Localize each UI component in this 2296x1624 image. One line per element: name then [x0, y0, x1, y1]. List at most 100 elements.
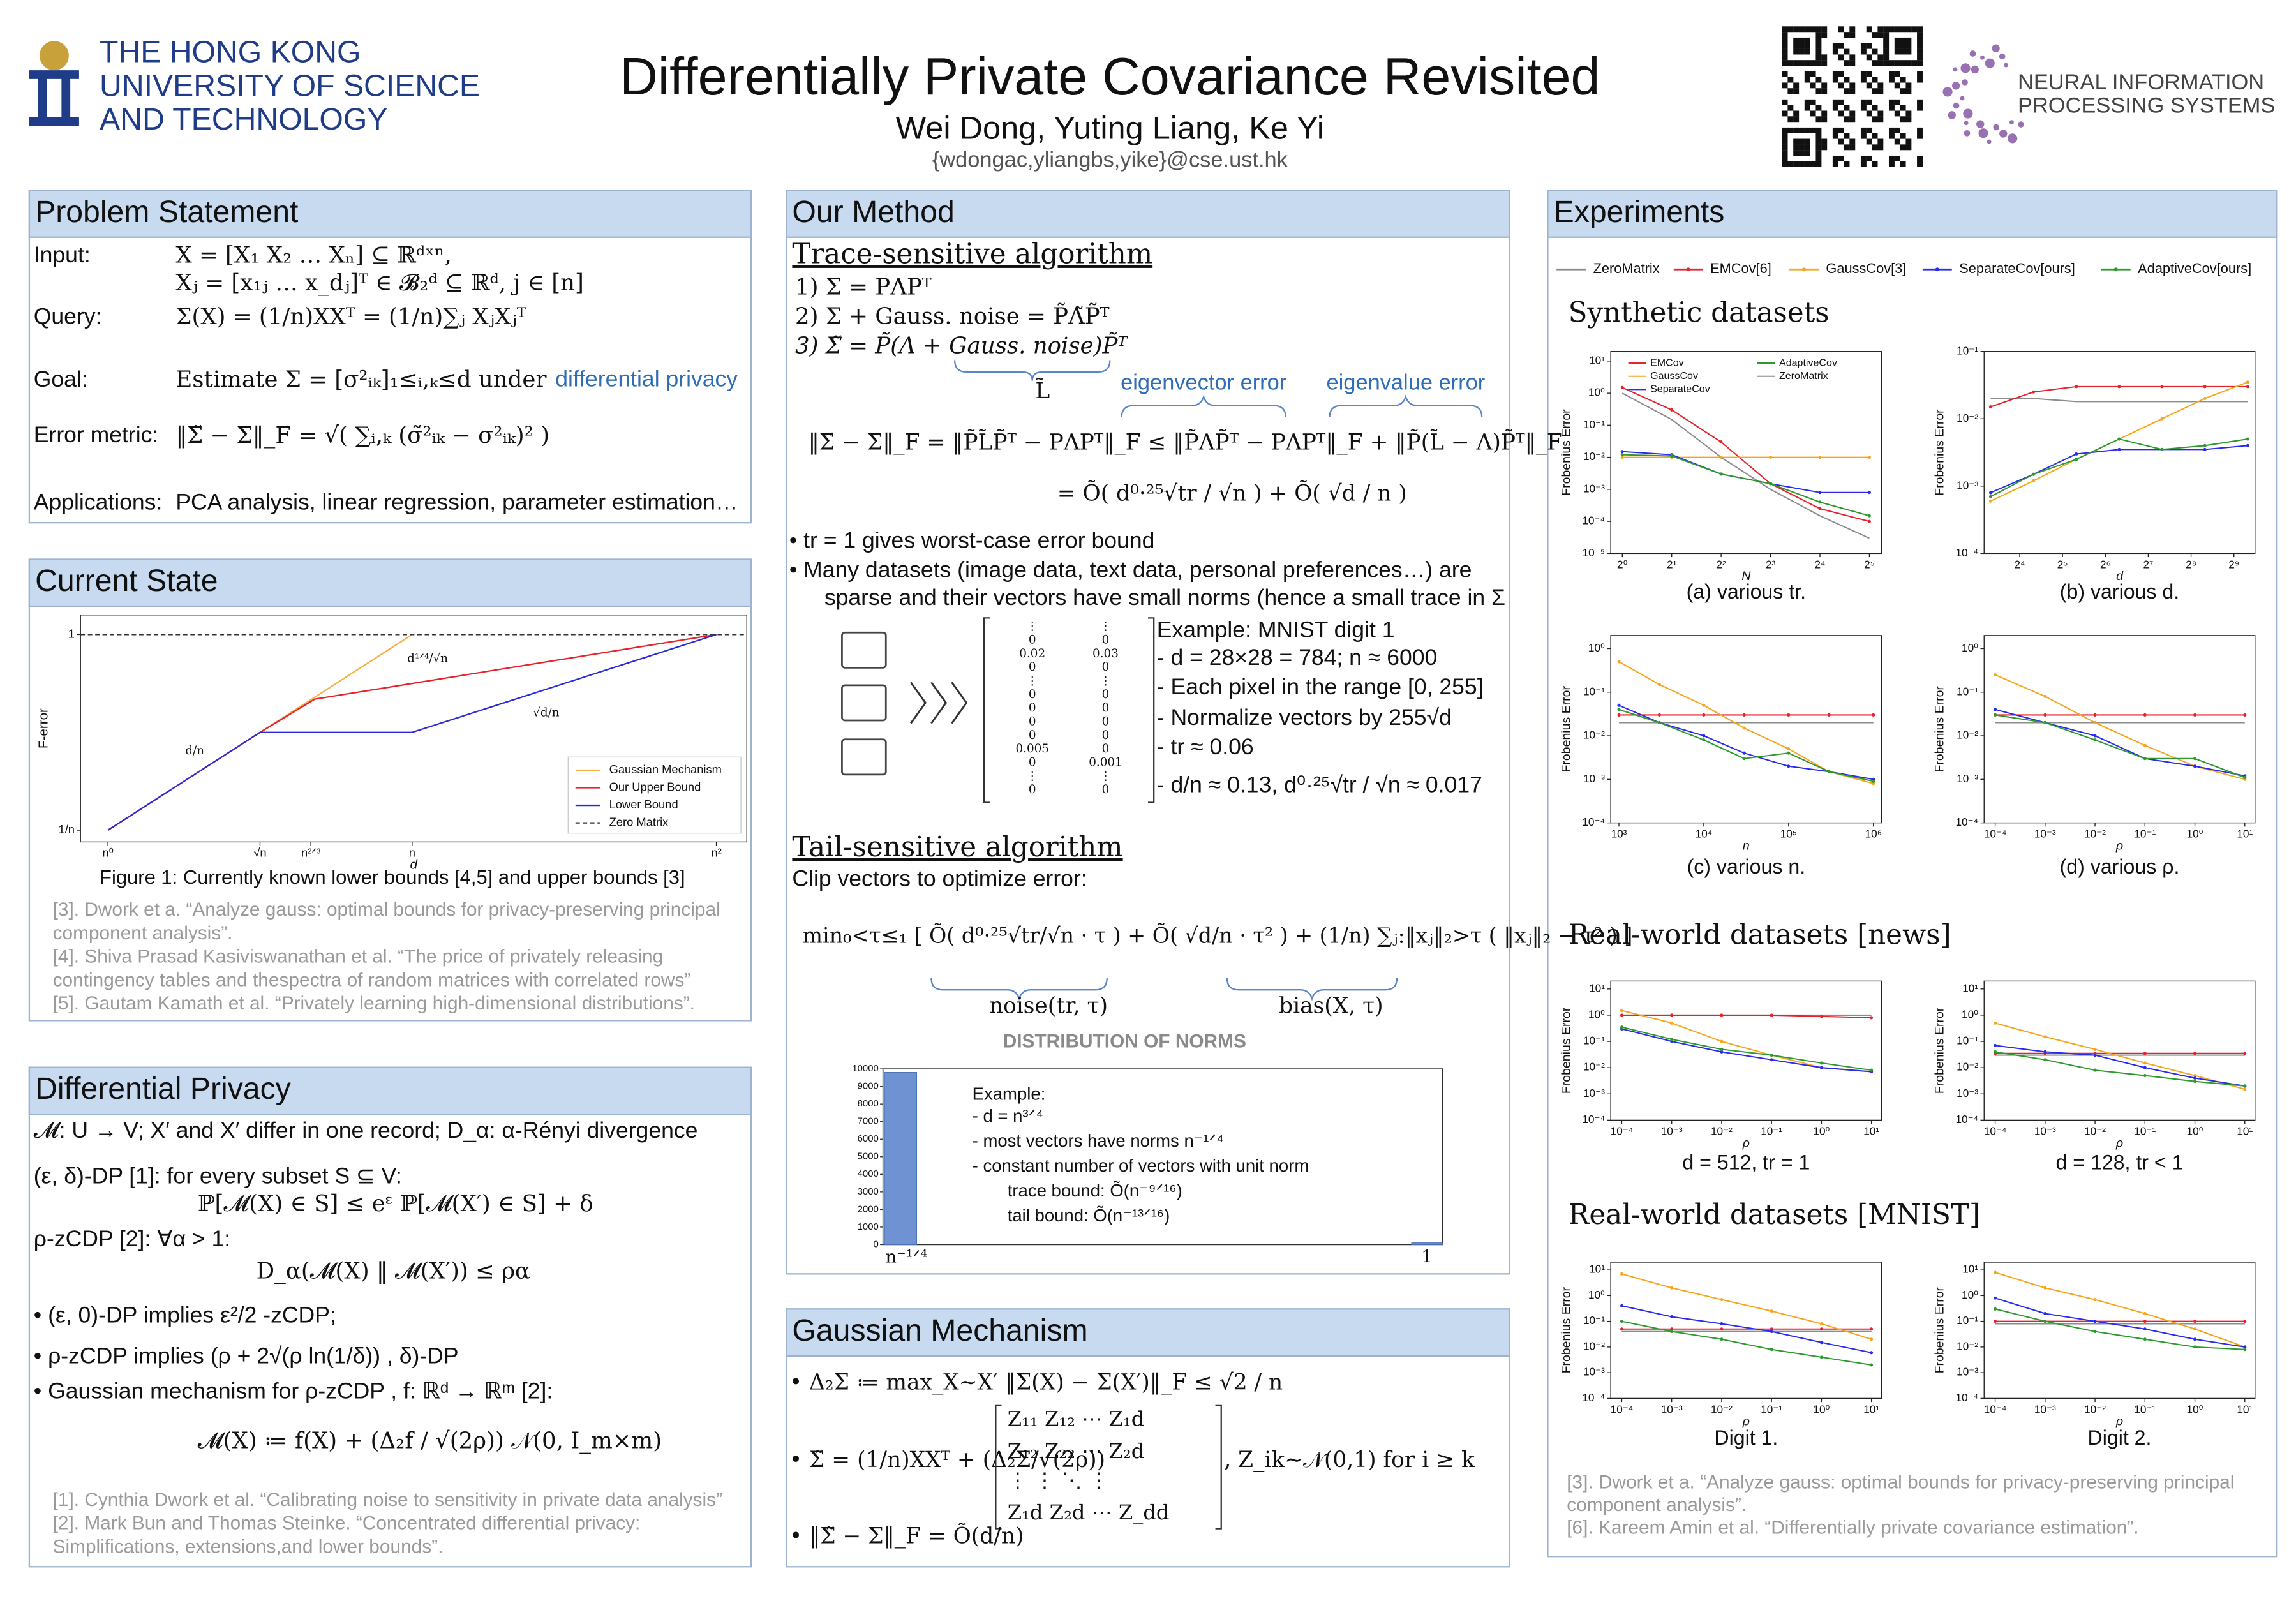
qr-cell	[1900, 26, 1906, 33]
matrix-entry: ⋮	[1100, 674, 1111, 687]
qr-cell	[1821, 110, 1828, 117]
row-text-part: Xⱼ = [x₁ⱼ … x_dⱼ]ᵀ ∈ 𝓑₂ᵈ ⊆ ℝᵈ, j ∈ [n]	[175, 270, 584, 296]
x-tick-label: 10⁰	[2187, 827, 2203, 840]
series-marker	[2193, 764, 2197, 768]
y-tick-label: 10¹	[1589, 354, 1605, 366]
qr-cell	[1888, 99, 1895, 105]
neurips-dot	[1992, 44, 2000, 52]
series-marker	[1787, 764, 1791, 768]
y-tick-label: 10⁻¹	[1957, 685, 1978, 697]
qr-cell	[1844, 144, 1850, 151]
x-axis-label: ρ	[2115, 838, 2123, 853]
qr-cell	[1782, 71, 1788, 77]
qr-cell	[1838, 138, 1844, 145]
qr-cell	[1872, 133, 1878, 139]
y-tick-label: 3000	[858, 1187, 879, 1197]
series-marker	[1770, 1330, 1773, 1334]
bar	[1411, 1242, 1443, 1246]
qr-cell	[1849, 26, 1856, 33]
panel-title: Problem Statement	[35, 195, 299, 229]
y-tick-label: 10⁰	[1962, 641, 1978, 654]
panel-title: Differential Privacy	[35, 1071, 291, 1106]
y-tick-label: 10⁻⁴	[1955, 816, 1978, 828]
annotation: - d = n³ᐟ⁴	[973, 1106, 1043, 1126]
qr-cell	[1888, 77, 1895, 83]
qr-cell	[1832, 71, 1838, 77]
y-tick-label: 10⁻¹	[1583, 418, 1605, 431]
plot-frame	[1610, 1262, 1882, 1399]
subsection-heading: Tail-sensitive algorithm	[792, 831, 1122, 863]
qr-cell	[1883, 48, 1890, 55]
brace	[953, 360, 1111, 381]
qr-cell	[1804, 150, 1810, 156]
dp-line: • (ε, 0)-DP implies ε²/2 -zCDP;	[34, 1302, 336, 1327]
series-marker	[1670, 1330, 1674, 1334]
formula: ‖Σ̃ − Σ‖_F = ‖P̃L̃P̃ᵀ − PΛPᵀ‖_F ≤ ‖P̃ΛP̃…	[809, 429, 1562, 455]
series-marker	[2043, 720, 2047, 724]
y-tick-label: 10000	[852, 1064, 878, 1074]
series-line	[1995, 1272, 2246, 1348]
qr-cell	[1917, 99, 1923, 105]
series-marker	[1867, 491, 1871, 495]
panel-header	[28, 558, 752, 607]
qr-cell	[1815, 150, 1822, 156]
y-tick-label: 1	[68, 627, 75, 640]
series-marker	[1819, 1355, 1823, 1359]
series-marker	[1657, 720, 1661, 724]
plot-frame	[1983, 1262, 2256, 1399]
qr-cell	[1917, 105, 1923, 111]
qr-cell	[1877, 138, 1884, 145]
x-tick-label: 2⁴	[2015, 558, 2025, 570]
qr-cell	[1844, 48, 1850, 55]
qr-cell	[1860, 77, 1867, 83]
matrix-entry: 0.02	[1019, 647, 1045, 660]
university-name: UNIVERSITY OF SCIENCE	[100, 68, 480, 103]
example-line: - d = 28×28 = 784; n ≈ 6000	[1157, 644, 1438, 670]
brace	[1226, 978, 1398, 1001]
qr-cell	[1860, 43, 1867, 49]
x-tick-label: 10¹	[2237, 827, 2253, 840]
series-marker	[2143, 1337, 2147, 1341]
qr-cell	[1782, 110, 1788, 117]
series-marker	[2243, 1320, 2247, 1323]
qr-cell	[1782, 82, 1788, 89]
qr-cell	[1905, 88, 1912, 94]
qr-cell	[1872, 105, 1878, 111]
series-marker	[2243, 1084, 2247, 1088]
row-text-part: Σ(X) = (1/n)XXᵀ = (1/n)∑ⱼ XⱼXⱼᵀ	[175, 303, 526, 329]
series-marker	[1620, 1320, 1623, 1323]
series-marker	[1620, 1013, 1623, 1017]
qr-cell	[1804, 138, 1810, 145]
reference: [1]. Cynthia Dwork et al. “Calibrating n…	[53, 1489, 722, 1510]
x-tick-label: 2⁵	[1864, 558, 1875, 570]
series-marker	[2093, 1298, 2097, 1302]
dp-line: ρ-zCDP [2]: ∀α > 1:	[34, 1226, 230, 1251]
qr-cell	[1804, 60, 1810, 66]
row-text-part: Estimate Σ = [σ²ᵢₖ]₁≤ᵢ,ₖ≤d under	[175, 366, 546, 392]
chart-caption: d = 128, tr < 1	[2056, 1151, 2184, 1174]
matrix-entry: 0	[1102, 729, 1110, 742]
neurips-dot	[2018, 121, 2024, 128]
x-tick-label: 10⁻²	[1711, 1124, 1733, 1137]
panel	[28, 1066, 752, 1568]
series-marker	[2093, 1330, 2097, 1334]
x-tick-label: 10⁻¹	[1761, 1124, 1782, 1137]
qr-cell	[1793, 144, 1800, 151]
y-tick-label: 10⁻²	[1583, 1339, 1605, 1352]
reference: [3]. Dwork et a. “Analyze gauss: optimal…	[53, 899, 720, 920]
matrix-entry: 0	[1029, 715, 1036, 728]
figure-caption: Figure 1: Currently known lower bounds […	[100, 866, 685, 888]
qr-cell	[1860, 99, 1867, 105]
qr-cell	[1900, 105, 1906, 111]
qr-cell	[1905, 110, 1912, 117]
series-marker	[2143, 1311, 2147, 1316]
x-tick-label: 10⁻¹	[2134, 1403, 2156, 1415]
qr-cell	[1793, 43, 1800, 49]
series-marker	[2093, 738, 2097, 742]
row-label: Query:	[34, 303, 102, 329]
series-marker	[1620, 456, 1624, 459]
x-tick-label: 10⁰	[2187, 1403, 2203, 1415]
chart-caption: (c) various n.	[1687, 855, 1806, 878]
qr-cell	[1888, 133, 1895, 139]
series-marker	[1994, 1043, 1997, 1047]
